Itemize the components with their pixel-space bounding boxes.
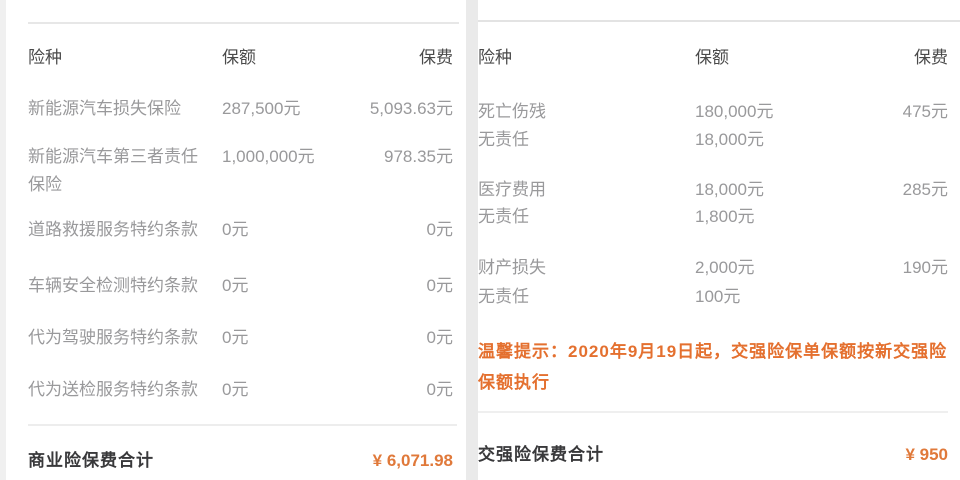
table-row: 车辆安全检测特约条款 0元 0元 (28, 272, 453, 300)
panel-top-divider (28, 22, 459, 24)
column-header-premium: 保费 (419, 48, 453, 67)
table-subrow: 无责任 1,800元 (478, 203, 948, 231)
table-row: 代为送检服务特约条款 0元 0元 (28, 376, 453, 404)
total-label: 交强险保费合计 (478, 445, 604, 464)
row-amount: 2,000元 (695, 258, 755, 277)
row-premium: 285元 (902, 180, 948, 199)
row-premium: 0元 (426, 276, 453, 295)
column-header-type: 险种 (478, 48, 512, 67)
table-row: 财产损失 2,000元 190元 (478, 254, 948, 282)
commercial-insurance-panel: 险种 保额 保费 新能源汽车损失保险 287,500元 5,093.63元 新能… (6, 0, 466, 480)
row-amount: 0元 (222, 380, 249, 399)
footer-divider (28, 424, 457, 426)
row-type: 车辆安全检测特约条款 (28, 276, 198, 295)
total-label: 商业险保费合计 (28, 451, 154, 470)
row-amount: 180,000元 (695, 102, 774, 121)
row-premium: 978.35元 (384, 147, 453, 166)
row-premium: 0元 (426, 220, 453, 239)
panel-gap-strip (466, 0, 478, 480)
table-row: 医疗费用 18,000元 285元 (478, 176, 948, 204)
row-type: 新能源汽车第三者责任保险 (28, 147, 198, 194)
row-type: 医疗费用 (478, 180, 546, 199)
row-amount: 18,000元 (695, 180, 764, 199)
compulsory-total-row: 交强险保费合计 ¥ 950 (478, 441, 948, 469)
column-header-amount: 保额 (222, 48, 256, 67)
footer-divider (478, 411, 948, 413)
row-amount: 0元 (222, 276, 249, 295)
row-type: 死亡伤残 (478, 102, 546, 121)
row-premium: 475元 (902, 102, 948, 121)
table-row: 道路救援服务特约条款 0元 0元 (28, 216, 453, 244)
row-type: 代为驾驶服务特约条款 (28, 328, 198, 347)
row-premium: 0元 (426, 380, 453, 399)
commercial-table-header: 险种 保额 保费 (28, 44, 453, 72)
row-amount: 0元 (222, 220, 249, 239)
row-amount: 1,000,000元 (222, 147, 315, 166)
table-row: 新能源汽车第三者责任保险 1,000,000元 978.35元 (28, 143, 453, 199)
column-header-type: 险种 (28, 48, 62, 67)
row-type: 代为送检服务特约条款 (28, 380, 198, 399)
panel-top-divider (478, 20, 960, 22)
subrow-amount: 18,000元 (695, 130, 764, 149)
table-row: 死亡伤残 180,000元 475元 (478, 98, 948, 126)
table-subrow: 无责任 100元 (478, 283, 948, 311)
page-left-edge-strip (0, 0, 6, 480)
table-row: 代为驾驶服务特约条款 0元 0元 (28, 324, 453, 352)
row-premium: 0元 (426, 328, 453, 347)
compulsory-insurance-panel: 险种 保额 保费 死亡伤残 180,000元 475元 无责任 18,000元 … (478, 0, 960, 480)
table-subrow: 无责任 18,000元 (478, 126, 948, 154)
row-amount: 0元 (222, 328, 249, 347)
row-premium: 190元 (902, 258, 948, 277)
total-amount: ¥ 6,071.98 (372, 451, 453, 470)
row-type: 新能源汽车损失保险 (28, 99, 181, 118)
subrow-amount: 1,800元 (695, 207, 755, 226)
compulsory-insurance-notice: 温馨提示：2020年9月19日起，交强险保单保额按新交强险保额执行 (478, 342, 948, 392)
compulsory-table-header: 险种 保额 保费 (478, 44, 948, 72)
subrow-type: 无责任 (478, 130, 529, 149)
total-amount: ¥ 950 (905, 445, 948, 464)
subrow-type: 无责任 (478, 287, 529, 306)
subrow-type: 无责任 (478, 207, 529, 226)
subrow-amount: 100元 (695, 287, 741, 306)
column-header-premium: 保费 (914, 48, 948, 67)
row-type: 财产损失 (478, 258, 546, 277)
row-amount: 287,500元 (222, 99, 301, 118)
column-header-amount: 保额 (695, 48, 729, 67)
commercial-total-row: 商业险保费合计 ¥ 6,071.98 (28, 447, 453, 475)
row-type: 道路救援服务特约条款 (28, 220, 198, 239)
row-premium: 5,093.63元 (369, 99, 453, 118)
table-row: 新能源汽车损失保险 287,500元 5,093.63元 (28, 95, 453, 123)
